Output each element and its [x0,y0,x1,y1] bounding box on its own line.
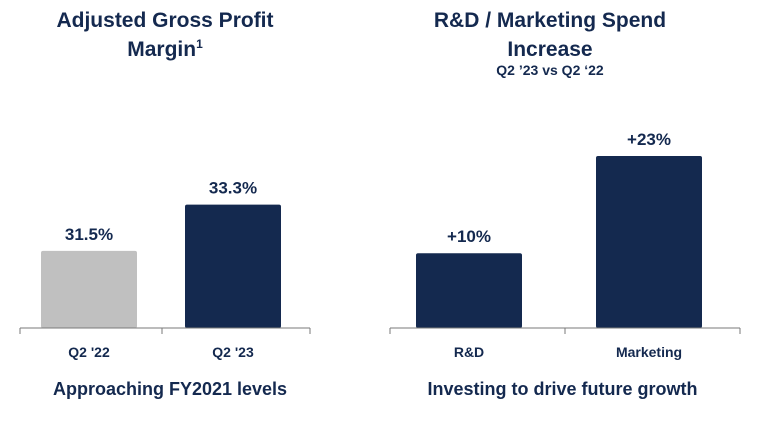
right-chart-caption: Investing to drive future growth [427,379,698,399]
bar-rd [416,253,522,328]
right-chart-title: R&D / Marketing Spend Increase [433,9,667,61]
data-label-marketing: +23% [627,130,671,149]
footnote-marker: 1 [196,37,203,51]
left-chart-title: Adjusted Gross Profit Margin1 [20,6,310,64]
bar-q2-22 [41,250,137,328]
bar-q2-23 [185,204,281,328]
left-chart-caption: Approaching FY2021 levels [52,379,288,399]
left-chart: 31.5% 33.3% Q2 '22 Q2 '23 [19,179,311,360]
data-label-q2-22: 31.5% [65,225,113,244]
left-chart-title-text: Adjusted Gross Profit Margin [56,9,274,61]
bar-marketing [596,156,702,328]
tick-label-rd: R&D [454,344,484,360]
data-label-rd: +10% [447,227,491,246]
tick-label-q2-22: Q2 '22 [68,344,110,360]
data-label-q2-23: 33.3% [209,179,257,198]
tick-label-q2-23: Q2 '23 [212,344,254,360]
right-chart: +10% +23% R&D Marketing [389,130,741,360]
right-chart-subtitle: Q2 ’23 vs Q2 ‘22 [496,62,604,78]
tick-label-marketing: Marketing [616,344,682,360]
